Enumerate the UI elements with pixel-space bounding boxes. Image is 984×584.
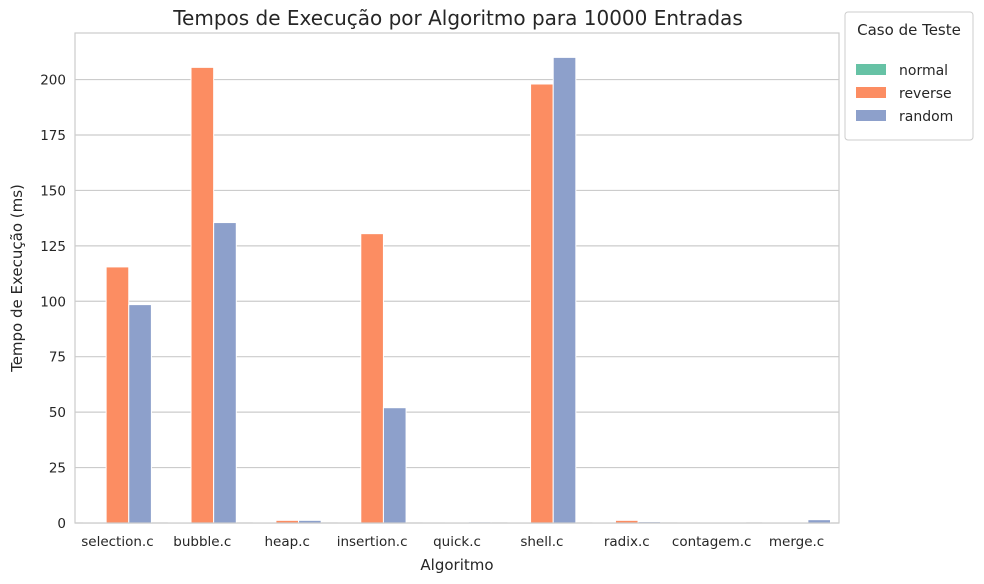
- bar-random-bubble-c: [213, 222, 237, 524]
- legend: Caso de Teste normal reverse random: [844, 11, 974, 141]
- x-tick-labels: selection.c bubble.c heap.c insertion.c quic…: [81, 534, 824, 550]
- y-tick-label: 200: [40, 73, 66, 89]
- x-tick-label: shell.c: [520, 534, 563, 550]
- y-tick-label: 125: [40, 239, 66, 255]
- y-tick-labels: 0 25 50 75 100 125 150 175 200: [40, 73, 66, 532]
- y-tick-label: 0: [57, 516, 66, 532]
- legend-title: Caso de Teste: [857, 21, 961, 39]
- y-axis-label: Tempo de Execução (ms): [8, 184, 26, 373]
- bar-reverse-selection-c: [105, 266, 130, 524]
- bar-reverse-shell-c: [530, 83, 554, 524]
- bar-random-shell-c: [552, 56, 577, 524]
- plot-area: [75, 33, 839, 523]
- x-tick-label: heap.c: [265, 534, 310, 550]
- x-tick-label: bubble.c: [173, 534, 231, 550]
- y-tick-label: 25: [49, 461, 66, 477]
- y-tick-label: 175: [40, 128, 66, 144]
- x-tick-label: contagem.c: [672, 534, 752, 550]
- bar-reverse-bubble-c: [190, 66, 215, 524]
- x-tick-label: radix.c: [604, 534, 650, 550]
- legend-label-random: random: [899, 109, 953, 125]
- bar-random-insertion-c: [382, 407, 407, 524]
- x-tick-label: insertion.c: [337, 534, 408, 550]
- chart-title: Tempos de Execução por Algoritmo para 10…: [172, 6, 743, 30]
- bar-reverse-insertion-c: [360, 233, 384, 524]
- legend-box: [844, 11, 974, 141]
- y-tick-label: 50: [49, 405, 66, 421]
- legend-label-normal: normal: [899, 63, 948, 79]
- y-tick-label: 150: [40, 183, 66, 199]
- plot-frame: [74, 32, 840, 524]
- legend-swatch-reverse: [856, 87, 886, 98]
- x-tick-label: quick.c: [433, 534, 481, 550]
- legend-label-reverse: reverse: [899, 86, 952, 102]
- x-tick-label: merge.c: [769, 534, 824, 550]
- legend-swatch-normal: [856, 64, 886, 75]
- x-axis-label: Algoritmo: [420, 556, 493, 574]
- y-tick-label: 75: [49, 350, 66, 366]
- bars: [82, 56, 832, 524]
- x-tick-label: selection.c: [81, 534, 153, 550]
- y-tick-label: 100: [40, 294, 66, 310]
- bar-random-selection-c: [128, 304, 152, 524]
- legend-swatch-random: [856, 110, 886, 121]
